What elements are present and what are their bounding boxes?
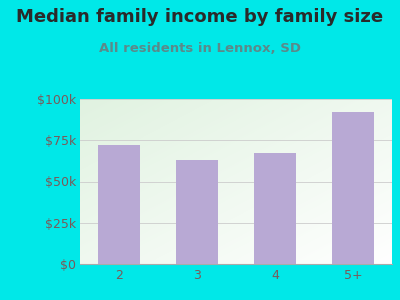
Text: Median family income by family size: Median family income by family size [16, 8, 384, 26]
Bar [254, 153, 296, 264]
Text: All residents in Lennox, SD: All residents in Lennox, SD [99, 42, 301, 55]
Bar [176, 160, 218, 264]
Bar [98, 145, 140, 264]
Bar [332, 112, 374, 264]
